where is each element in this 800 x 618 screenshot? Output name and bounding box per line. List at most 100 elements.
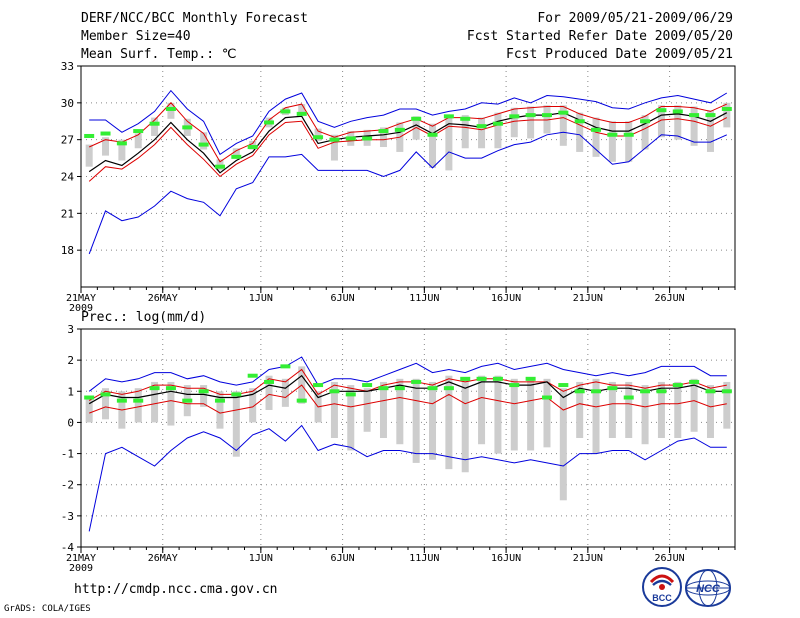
- observed-dash: [149, 386, 160, 391]
- observed-dash: [264, 379, 275, 384]
- observed-dash: [84, 133, 95, 138]
- range-box: [314, 128, 322, 141]
- range-box: [379, 127, 387, 148]
- y-tick-label: 33: [61, 60, 74, 73]
- range-box: [347, 385, 355, 451]
- observed-dash: [607, 132, 618, 137]
- observed-dash: [607, 386, 618, 391]
- observed-dash: [133, 398, 144, 403]
- range-box: [102, 137, 110, 156]
- x-tick-label: 21MAY: [66, 553, 96, 564]
- series-line-lower: [89, 384, 727, 414]
- observed-dash: [198, 142, 209, 147]
- observed-dash: [525, 113, 536, 118]
- series-line-mean: [88, 374, 727, 405]
- y-tick-label: -4: [61, 541, 75, 554]
- observed-dash: [460, 376, 471, 381]
- forecast-started-date: Fcst Started Refer Date 2009/05/20: [466, 29, 733, 44]
- range-box: [641, 115, 649, 150]
- range-box: [412, 378, 420, 463]
- range-box: [85, 144, 93, 167]
- observed-dash: [476, 376, 487, 381]
- y-tick-label: 30: [61, 97, 74, 110]
- series-line-upper: [88, 368, 727, 402]
- x-tick-label: 11JUN: [409, 553, 439, 564]
- range-box: [330, 381, 338, 438]
- observed-dash: [264, 120, 275, 125]
- range-box: [429, 381, 437, 460]
- range-box: [592, 117, 600, 157]
- range-box: [706, 110, 714, 152]
- observed-dash: [672, 383, 683, 388]
- observed-dash: [198, 389, 209, 394]
- range-box: [118, 139, 126, 161]
- range-box: [674, 381, 682, 438]
- plot-frame: [80, 328, 736, 548]
- range-box: [330, 134, 338, 161]
- observed-dash: [280, 109, 291, 114]
- observed-dash: [427, 132, 438, 137]
- range-box: [200, 385, 208, 407]
- range-box: [102, 388, 110, 420]
- ncc-logo-text: NCC: [696, 583, 721, 595]
- observed-dash: [313, 135, 324, 140]
- range-box: [167, 381, 175, 426]
- y-tick-label: 27: [61, 134, 74, 147]
- observed-dash: [84, 395, 95, 400]
- y-tick-label: 2: [67, 354, 74, 367]
- observed-dash: [378, 129, 389, 134]
- range-box: [445, 375, 453, 470]
- range-box: [478, 375, 486, 445]
- observed-dash: [214, 164, 225, 169]
- observed-dash: [427, 386, 438, 391]
- range-box: [641, 385, 649, 445]
- x-tick-label: 1JUN: [249, 553, 273, 564]
- range-box: [379, 381, 387, 438]
- footer-url[interactable]: http://cmdp.ncc.cma.gov.cn: [74, 582, 278, 597]
- y-tick-label: 0: [67, 416, 74, 429]
- observed-dash: [362, 136, 373, 141]
- observed-dash: [574, 119, 585, 124]
- range-box: [134, 388, 142, 423]
- series-line-max: [88, 356, 727, 392]
- observed-dash: [656, 389, 667, 394]
- range-box: [85, 397, 93, 423]
- range-box: [281, 378, 289, 407]
- range-box: [674, 105, 682, 140]
- range-box: [559, 105, 567, 146]
- bcc-logo-text: BCC: [652, 593, 672, 603]
- observed-dash: [558, 110, 569, 115]
- range-box: [723, 381, 731, 429]
- observed-dash: [705, 389, 716, 394]
- observed-dash: [247, 145, 258, 150]
- range-box: [429, 123, 437, 168]
- observed-dash: [411, 379, 422, 384]
- range-box: [396, 378, 404, 445]
- range-box: [625, 121, 633, 162]
- range-box: [265, 375, 273, 410]
- observed-dash: [509, 383, 520, 388]
- observed-dash: [623, 395, 634, 400]
- observed-dash: [345, 392, 356, 397]
- observed-dash: [296, 111, 307, 116]
- observed-dash: [394, 127, 405, 132]
- observed-dash: [100, 131, 111, 136]
- observed-dash: [231, 154, 242, 159]
- observed-dash: [443, 114, 454, 119]
- observed-dash: [313, 383, 324, 388]
- observed-dash: [182, 398, 193, 403]
- range-box: [363, 388, 371, 432]
- temperature-panel: 18 21 24 27 30 33 21MAY 26MAY 1JUN 6JUN 11JUN 16JUN…: [61, 60, 736, 314]
- range-box: [592, 378, 600, 454]
- x-year-label: 2009: [69, 563, 93, 574]
- range-box: [527, 378, 535, 451]
- observed-dash: [149, 121, 160, 126]
- range-box: [543, 105, 551, 134]
- range-box: [151, 381, 159, 423]
- observed-dash: [705, 113, 716, 118]
- y-tick-label: -2: [61, 479, 74, 492]
- observed-dash: [591, 389, 602, 394]
- y-tick-label: -3: [61, 510, 74, 523]
- x-tick-label: 26JUN: [655, 553, 685, 564]
- observed-dash: [116, 398, 127, 403]
